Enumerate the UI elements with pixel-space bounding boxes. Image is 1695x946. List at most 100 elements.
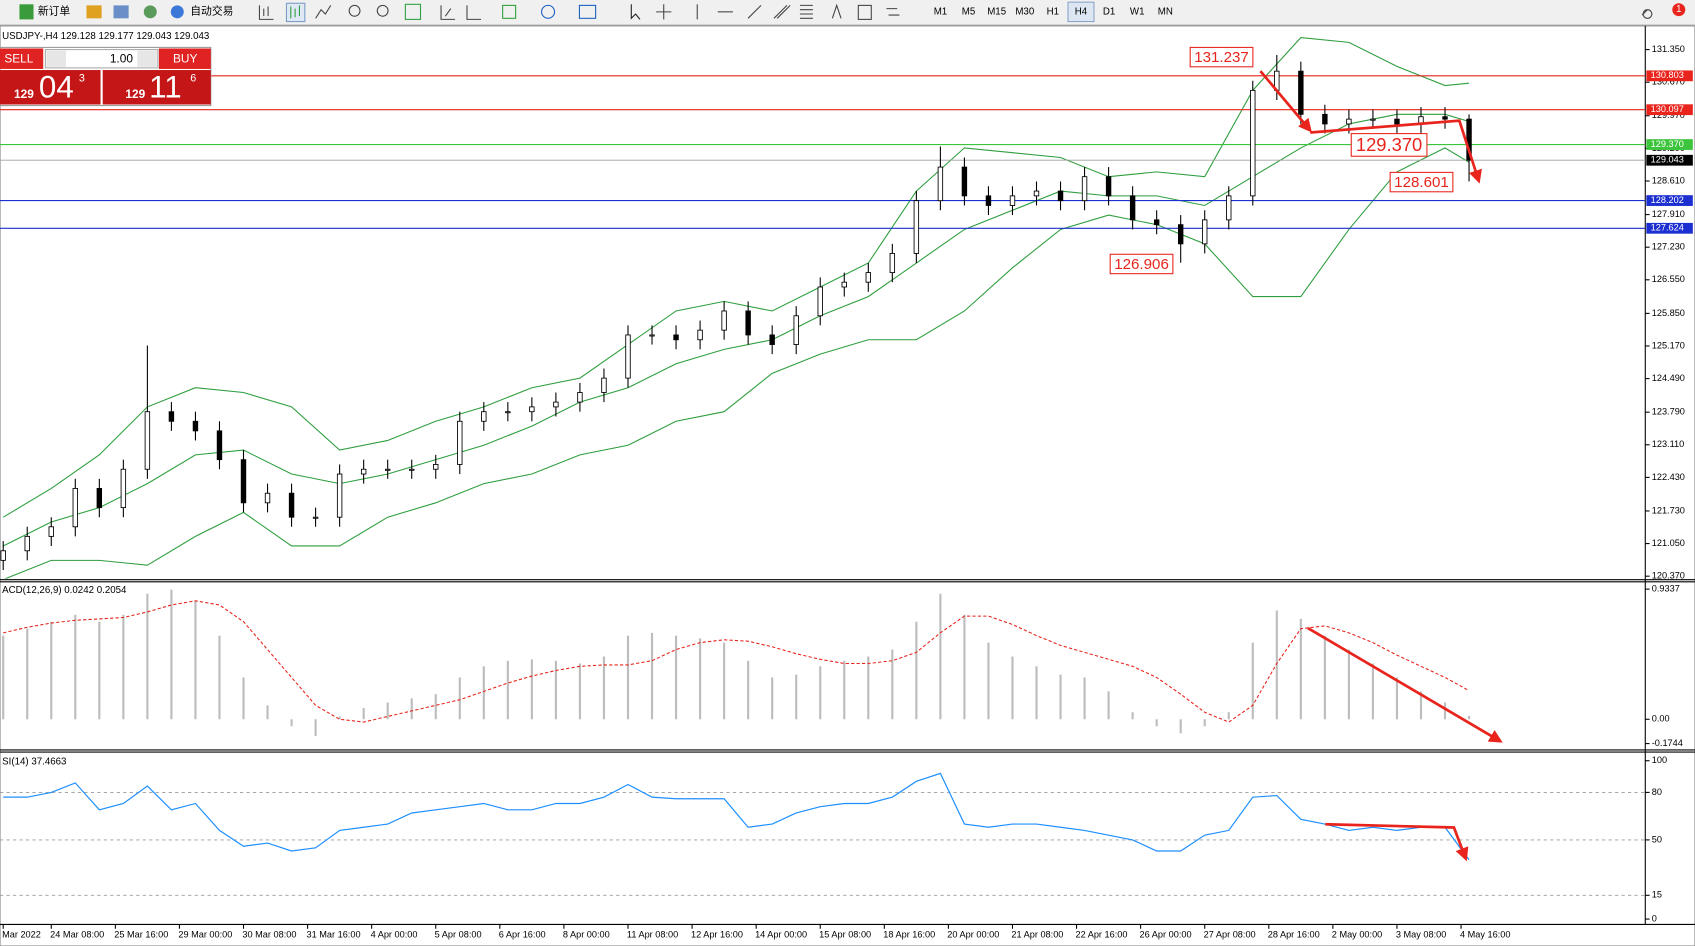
y-tick-label: 130.670 — [1652, 77, 1685, 87]
axes: USDJPY-,H4 129.128 129.177 129.043 129.0… — [2, 31, 1693, 940]
label-tool[interactable] — [857, 4, 872, 20]
toolbar-icon[interactable] — [86, 5, 102, 19]
price-label: 127.624 — [1651, 223, 1684, 233]
timeframe-button[interactable]: H4 — [1075, 6, 1088, 17]
y-tick-label: 0.00 — [1652, 714, 1670, 724]
sell-point: 3 — [79, 73, 85, 85]
new-order-icon[interactable] — [19, 4, 34, 20]
y-tick-label: 0.9337 — [1652, 584, 1680, 594]
candle-body — [1033, 190, 1040, 197]
y-tick-label: 123.110 — [1652, 439, 1684, 449]
candle-body — [817, 286, 823, 317]
shift-tool[interactable] — [466, 5, 482, 20]
x-tick-label: 4 Apr 00:00 — [371, 930, 418, 940]
candle-body — [745, 310, 751, 336]
candle-body — [985, 195, 992, 206]
timeframe-button[interactable]: M30 — [1015, 6, 1035, 17]
trade-panel: SELL 1.00 BUY 129 04 3 129 11 6 — [0, 46, 212, 107]
pane-title: SI(14) 37.4663 — [2, 756, 66, 767]
scroll-tool[interactable] — [440, 5, 456, 20]
buy-price-box[interactable] — [102, 70, 211, 105]
y-tick-label: 124.490 — [1652, 373, 1685, 383]
trendline-tool[interactable] — [747, 5, 762, 19]
candle-body — [409, 468, 415, 471]
y-tick-label: 126.550 — [1652, 274, 1685, 284]
new-order-button[interactable]: 新订单 — [38, 5, 71, 18]
y-tick-label: 15 — [1652, 890, 1662, 900]
timeframe-button[interactable]: H1 — [1047, 6, 1059, 17]
annotation-text: 126.906 — [1114, 256, 1169, 273]
candle-body — [360, 468, 367, 475]
y-tick-label: 120.370 — [1652, 571, 1685, 581]
template-tool[interactable] — [578, 4, 597, 19]
channel-tool[interactable] — [773, 5, 791, 19]
toolbar-icon[interactable] — [143, 5, 157, 19]
x-tick-label: 14 Apr 00:00 — [755, 930, 807, 940]
candle-body — [553, 401, 559, 408]
candle-body — [144, 411, 151, 470]
price-label-box — [1646, 154, 1693, 166]
lot-value[interactable]: 1.00 — [110, 51, 134, 65]
candle-body — [577, 392, 583, 403]
timeframe-button[interactable]: M1 — [934, 6, 948, 17]
period-tool[interactable] — [541, 4, 556, 19]
y-tick-label: 0 — [1652, 913, 1657, 923]
lot-down[interactable] — [46, 50, 66, 67]
candle-body — [168, 411, 175, 422]
candle-body — [889, 252, 896, 274]
tile-tool[interactable] — [404, 3, 422, 20]
buy-label[interactable]: BUY — [173, 51, 198, 65]
buy-button[interactable] — [158, 48, 211, 69]
zoom-in-tool[interactable] — [348, 4, 361, 17]
timeframe-button[interactable]: M15 — [987, 6, 1006, 17]
tool-icons — [258, 2, 900, 23]
text-tool[interactable] — [831, 3, 842, 19]
line-chart-tool[interactable] — [315, 5, 332, 19]
rsi-pane — [0, 772, 1646, 896]
fibo-tool[interactable] — [799, 4, 813, 19]
notification-badge[interactable] — [1672, 3, 1686, 17]
timeframe-button[interactable]: MN — [1158, 6, 1173, 17]
annotation-text: 129.370 — [1356, 134, 1422, 155]
cursor-tool[interactable] — [630, 4, 641, 20]
lot-up[interactable] — [137, 50, 157, 67]
sell-button[interactable] — [0, 48, 44, 69]
auto-trading-button[interactable]: 自动交易 — [190, 5, 233, 18]
candle-body — [481, 411, 487, 422]
y-tick-label: 50 — [1652, 834, 1662, 844]
candle-body — [937, 166, 944, 202]
x-tick-label: 4 May 16:00 — [1460, 930, 1510, 940]
annotations: 131.237 129.370 128.601 126.906 — [1109, 46, 1454, 275]
candle-body — [913, 200, 920, 254]
toolbar-icon[interactable] — [113, 5, 129, 19]
arrow — [1259, 70, 1312, 133]
timeframe-button[interactable]: D1 — [1103, 6, 1115, 17]
sell-big-figure: 129 — [14, 87, 34, 101]
crosshair-tool[interactable] — [656, 4, 672, 20]
candle-body — [1394, 118, 1400, 125]
lot-field[interactable] — [44, 49, 159, 69]
candle-body — [288, 492, 295, 518]
bar-chart-tool[interactable] — [258, 5, 274, 20]
x-tick-label: 20 Apr 00:00 — [947, 930, 999, 940]
indicators-tool[interactable] — [502, 4, 517, 19]
arrows-tool[interactable] — [886, 8, 900, 16]
timeframe-button[interactable]: M5 — [962, 6, 976, 17]
candle-body — [312, 516, 319, 519]
price-label-box — [1646, 70, 1693, 82]
sell-label[interactable]: SELL — [4, 51, 33, 65]
x-tick-label: 5 Apr 08:00 — [435, 930, 482, 940]
auto-trading-icon[interactable] — [170, 5, 184, 19]
x-tick-label: 2 May 00:00 — [1332, 930, 1382, 940]
rsi-line — [3, 772, 1470, 861]
timeframe-button[interactable]: W1 — [1130, 6, 1145, 17]
zoom-out-tool[interactable] — [376, 4, 389, 17]
y-tick-label: 121.050 — [1652, 538, 1685, 548]
search-icon[interactable] — [1641, 9, 1653, 19]
y-tick-label: 127.910 — [1652, 209, 1685, 219]
trend-arrows — [1259, 70, 1503, 862]
sell-price-box[interactable] — [0, 70, 101, 105]
pane-title: ACD(12,26,9) 0.0242 0.2054 — [2, 585, 127, 596]
